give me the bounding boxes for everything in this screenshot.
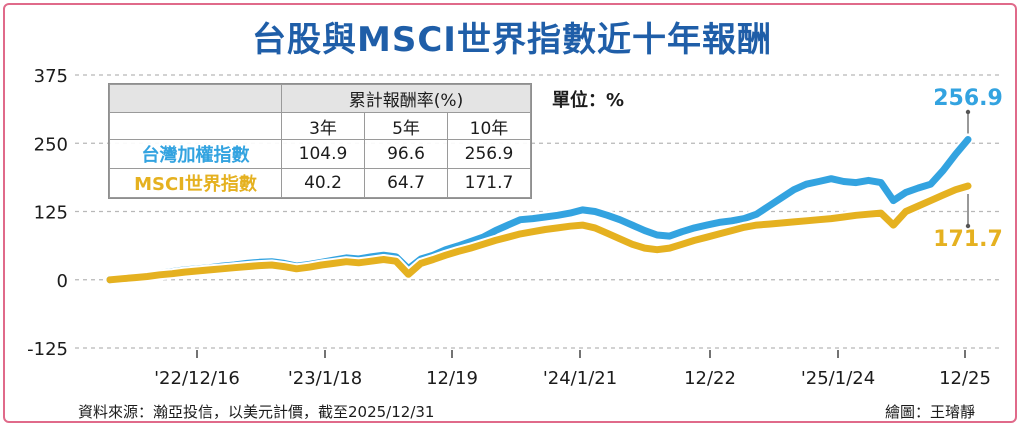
table-corner-2 xyxy=(109,111,282,141)
table-row-msci: MSCI世界指數 40.2 64.7 171.7 xyxy=(109,168,531,198)
series-lines xyxy=(106,135,973,286)
x-tick-label: 12/19 xyxy=(426,368,478,389)
x-tick-label: '24/1/21 xyxy=(543,368,617,389)
returns-table: 累計報酬率(%) 3年 5年 10年 台灣加權指數 104.9 96.6 256… xyxy=(108,83,532,199)
col-header-10y: 10年 xyxy=(447,111,531,141)
table-header-group: 累計報酬率(%) xyxy=(281,84,531,113)
table-column-row: 3年 5年 10年 xyxy=(109,111,531,141)
cell-taiwan-3y: 104.9 xyxy=(281,139,365,170)
row-label-msci: MSCI世界指數 xyxy=(109,168,282,198)
end-label-msci: 171.7 xyxy=(933,227,1003,252)
end-label-taiwan: 256.9 xyxy=(933,86,1003,111)
series-line-msci xyxy=(106,182,972,284)
leader-dot xyxy=(965,223,971,229)
unit-label: 單位：% xyxy=(552,90,625,111)
row-label-taiwan: 台灣加權指數 xyxy=(109,139,282,170)
table-corner xyxy=(109,84,282,113)
x-tick-label: 12/22 xyxy=(684,368,736,389)
end-labels: 256.9 171.7 xyxy=(933,86,1003,252)
y-tick-label: 125 xyxy=(34,203,68,224)
x-tick-label: 12/25 xyxy=(939,368,991,389)
col-header-5y: 5年 xyxy=(364,111,448,141)
table-header-group-row: 累計報酬率(%) xyxy=(109,84,531,113)
cell-msci-5y: 64.7 xyxy=(364,168,448,198)
table-row-taiwan: 台灣加權指數 104.9 96.6 256.9 xyxy=(109,139,531,170)
cell-msci-3y: 40.2 xyxy=(281,168,365,198)
y-tick-label: 0 xyxy=(57,271,68,292)
col-header-3y: 3年 xyxy=(281,111,365,141)
graphic-credit: 繪圖：王璿靜 xyxy=(885,403,976,421)
y-tick-label: -125 xyxy=(27,339,68,360)
cell-taiwan-5y: 96.6 xyxy=(364,139,448,170)
y-tick-label: 250 xyxy=(34,134,68,155)
x-tick-label: '25/1/24 xyxy=(801,368,875,389)
source-note: 資料來源：瀚亞投信，以美元計價，截至2025/12/31 xyxy=(78,403,435,421)
cell-msci-10y: 171.7 xyxy=(447,168,531,198)
x-axis-ticks: '22/12/16 '23/1/18 12/19 '24/1/21 12/22 '25/1… xyxy=(154,350,991,389)
x-tick-label: '22/12/16 xyxy=(154,368,240,389)
chart-title: 台股與MSCI世界指數近十年報酬 xyxy=(252,20,772,60)
y-axis-ticks: 375 250 125 0 -125 xyxy=(27,66,68,360)
y-tick-label: 375 xyxy=(34,66,68,87)
cell-taiwan-10y: 256.9 xyxy=(447,139,531,170)
leader-dot xyxy=(965,109,971,115)
x-tick-label: '23/1/18 xyxy=(288,368,362,389)
